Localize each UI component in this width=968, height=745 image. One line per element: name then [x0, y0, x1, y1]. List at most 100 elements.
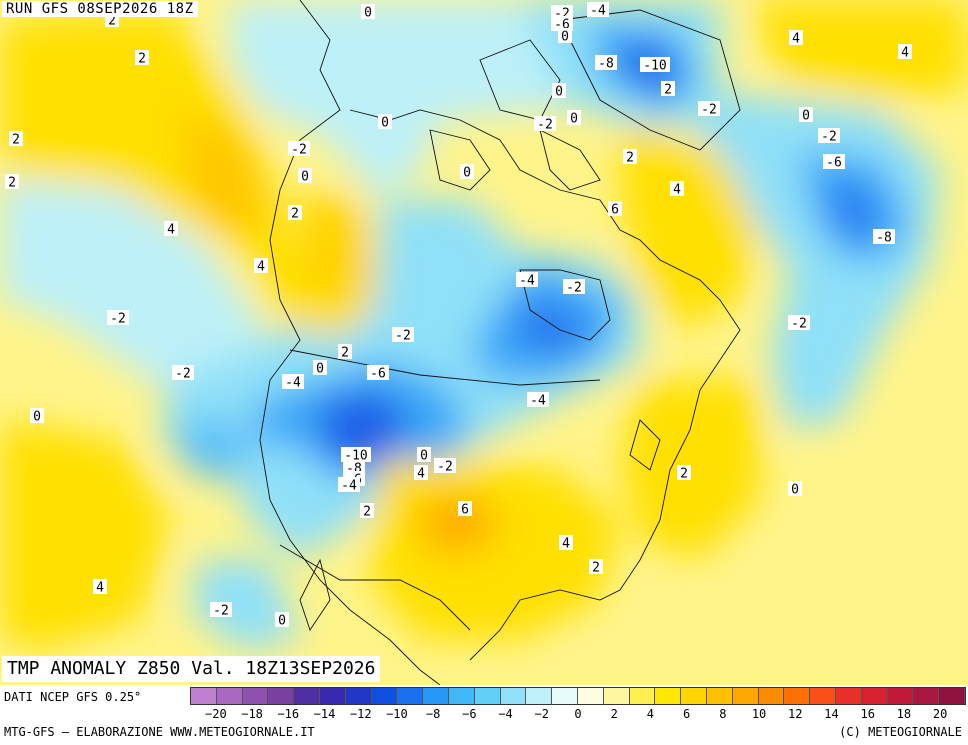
contour-label: 2	[135, 50, 149, 67]
legend-swatch	[268, 688, 295, 704]
contour-label: -2	[172, 365, 194, 382]
svg-text:-4: -4	[285, 376, 301, 391]
legend-swatch	[629, 688, 656, 704]
contour-label: -8	[873, 229, 895, 246]
svg-text:-8: -8	[598, 57, 614, 72]
svg-text:-2: -2	[791, 317, 807, 332]
svg-text:4: 4	[257, 260, 265, 275]
contour-label: 4	[93, 579, 107, 596]
svg-text:-4: -4	[519, 274, 535, 289]
contour-label: -2	[788, 315, 810, 332]
legend-swatch	[810, 688, 836, 704]
legend-swatch	[371, 688, 398, 704]
svg-text:0: 0	[33, 410, 41, 425]
legend-tick: −2	[534, 707, 550, 721]
svg-text:4: 4	[562, 537, 570, 552]
color-legend	[190, 687, 966, 705]
svg-text:-4: -4	[530, 394, 546, 409]
legend-swatch	[500, 688, 527, 704]
legend-swatch	[526, 688, 553, 704]
svg-text:-8: -8	[876, 231, 892, 246]
legend-tick: −18	[241, 707, 263, 721]
contour-label: 0	[275, 612, 289, 629]
contour-label: -2	[818, 128, 840, 145]
legend-tick: 16	[860, 707, 875, 721]
legend-tick: 4	[646, 707, 655, 721]
svg-text:0: 0	[364, 6, 372, 21]
legend-swatch	[784, 688, 811, 704]
credit-right: (C) METEOGIORNALE	[839, 725, 962, 739]
contour-label: -10	[341, 447, 371, 464]
contour-label: -2	[392, 327, 414, 344]
legend-tick: 8	[719, 707, 727, 721]
svg-text:-10: -10	[344, 449, 367, 464]
contour-label: -4	[282, 374, 304, 391]
svg-text:0: 0	[278, 614, 286, 629]
legend-swatch	[319, 688, 346, 704]
legend-tick: 12	[788, 707, 803, 721]
credit-left: MTG-GFS – ELABORAZIONE WWW.METEOGIORNALE…	[4, 725, 315, 739]
contour-label: 0	[298, 168, 312, 185]
contour-label: -2	[698, 101, 720, 118]
svg-text:4: 4	[417, 467, 425, 482]
svg-text:2: 2	[363, 505, 371, 520]
contour-label: 2	[677, 465, 691, 482]
contour-label: -6	[823, 154, 845, 171]
legend-swatch	[939, 688, 965, 704]
contour-label: 0	[460, 164, 474, 181]
svg-text:2: 2	[626, 151, 634, 166]
contour-label: 4	[414, 465, 428, 482]
legend-swatch	[448, 688, 475, 704]
legend-swatch	[861, 688, 888, 704]
svg-text:0: 0	[791, 483, 799, 498]
svg-text:-2: -2	[175, 367, 191, 382]
svg-text:6: 6	[611, 203, 619, 218]
contour-label: 0	[378, 114, 392, 131]
legend-tick: 18	[896, 707, 912, 721]
legend-ticks: −20 −18 −16 −14 −12 −10 −8 −6 −4 −2 0 2 4 6 8 10 12 14 16 1…	[190, 707, 966, 723]
contour-label: 6	[458, 501, 472, 518]
legend-swatch	[423, 688, 449, 704]
svg-text:0: 0	[420, 449, 428, 464]
legend-tick: 14	[824, 707, 839, 721]
contour-label: -8	[595, 55, 617, 72]
legend-swatch	[345, 688, 372, 704]
legend-swatch	[242, 688, 269, 704]
run-title: RUN GFS 08SEP2026 18Z	[2, 1, 198, 17]
legend-swatch	[732, 688, 759, 704]
svg-text:-4: -4	[590, 4, 606, 19]
contour-label: 0	[799, 107, 813, 124]
svg-text:-2: -2	[110, 312, 126, 327]
svg-text:4: 4	[96, 581, 104, 596]
svg-text:4: 4	[167, 223, 175, 238]
contour-label: -4	[587, 2, 609, 19]
legend-swatch	[913, 688, 940, 704]
contour-label: 2	[661, 81, 675, 98]
contour-label: 4	[670, 181, 684, 198]
svg-text:2: 2	[12, 133, 20, 148]
legend-tick: 0	[574, 707, 582, 721]
svg-text:0: 0	[301, 170, 309, 185]
contour-label: 6	[608, 201, 622, 218]
legend-tick: 10	[751, 707, 767, 721]
contour-label: -10	[640, 57, 670, 74]
contour-label: 4	[898, 44, 912, 61]
contour-label: 2	[623, 149, 637, 166]
contour-label: 4	[164, 221, 178, 238]
legend-swatch	[294, 688, 320, 704]
legend-tick: −4	[498, 707, 513, 721]
svg-text:-2: -2	[566, 281, 582, 296]
svg-text:-2: -2	[213, 604, 229, 619]
contour-label: -2	[288, 141, 310, 158]
legend-tick: −10	[386, 707, 408, 721]
legend-tick: −14	[313, 707, 336, 721]
svg-text:-2: -2	[437, 460, 453, 475]
contour-label: 2	[589, 559, 603, 576]
footer: DATI NCEP GFS 0.25° −20 −18 −16 −14 −12 −10 −8…	[0, 685, 968, 745]
legend-tick: 6	[683, 707, 691, 721]
legend-swatch	[655, 688, 682, 704]
contour-label: -2	[534, 116, 556, 133]
